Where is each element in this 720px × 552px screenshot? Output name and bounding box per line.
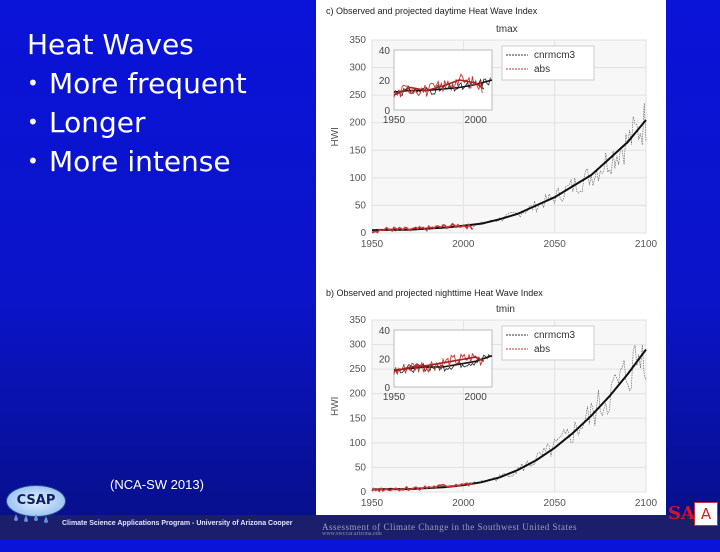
bullet-item: • Longer (27, 103, 247, 142)
inset-y-tick-label: 20 (379, 355, 391, 366)
nasa-logo: SA (668, 503, 695, 524)
daytime-hwi-panel: c) Observed and projected daytime Heat W… (316, 0, 666, 270)
slide-title: Heat Waves (27, 28, 194, 61)
sponsor-logo: A (694, 502, 718, 526)
panel-title: c) Observed and projected daytime Heat W… (326, 6, 538, 16)
series-annual-line (371, 344, 647, 491)
y-tick-label: 150 (349, 145, 366, 156)
inset-x-tick-label: 1950 (383, 392, 406, 403)
y-tick-label: 0 (360, 228, 366, 239)
nighttime-hwi-chart: b) Observed and projected nighttime Heat… (326, 288, 658, 509)
legend-label: cnrmcm3 (534, 330, 576, 341)
raindrop-icon (14, 514, 48, 523)
bullet-list: • More frequent • Longer • More intense (27, 64, 247, 181)
inset-trend-line-cnrmcm3 (393, 354, 493, 371)
y-tick-label: 300 (349, 340, 366, 351)
inset-series-line-abs (393, 73, 483, 98)
nighttime-hwi-panel: b) Observed and projected nighttime Heat… (316, 282, 666, 552)
footer-url[interactable]: www.swccar.arizona.edu (322, 531, 382, 537)
heat-wave-figure: c) Observed and projected daytime Heat W… (316, 0, 666, 540)
series-line-abs (371, 482, 473, 493)
footer-band (0, 515, 720, 540)
inset-plot-area (393, 49, 493, 111)
bullet-text: More intense (49, 145, 231, 178)
y-tick-label: 50 (355, 200, 367, 211)
legend-box (501, 45, 595, 81)
legend-label: abs (534, 64, 550, 75)
footer-assessment-text: Assessment of Climate Change in the Sout… (322, 522, 577, 532)
inset-y-tick-label: 0 (384, 383, 390, 394)
y-tick-label: 200 (349, 389, 366, 400)
y-axis-label: HWI (330, 397, 341, 416)
inset-y-tick-label: 40 (379, 326, 391, 337)
logo-text: CSAP (16, 493, 56, 508)
inset-y-tick-label: 40 (379, 46, 391, 57)
inset-x-tick-label: 2000 (465, 115, 488, 126)
variable-label: tmin (496, 304, 515, 315)
inset-x-tick-label: 1950 (383, 115, 406, 126)
inset-trend-line-abs (393, 356, 485, 373)
bullet-dot-icon: • (27, 110, 39, 134)
variable-label: tmax (496, 24, 518, 35)
y-tick-label: 350 (349, 315, 366, 326)
y-tick-label: 250 (349, 90, 366, 101)
y-tick-label: 50 (355, 462, 367, 473)
csap-logo: CSAP (6, 485, 66, 517)
citation: (NCA-SW 2013) (110, 477, 204, 492)
daytime-hwi-chart: c) Observed and projected daytime Heat W… (326, 6, 658, 250)
x-tick-label: 2000 (452, 239, 475, 250)
bullet-item: • More intense (27, 142, 247, 181)
slide-text-block: Heat Waves • More frequent • Longer • More … (27, 26, 247, 181)
bullet-text: More frequent (49, 67, 247, 100)
inset-y-tick-label: 20 (379, 76, 391, 87)
x-tick-label: 1950 (361, 498, 384, 509)
x-tick-label: 2100 (635, 498, 658, 509)
y-tick-label: 250 (349, 364, 366, 375)
x-tick-label: 2050 (544, 239, 567, 250)
y-tick-label: 100 (349, 173, 366, 184)
y-tick-label: 300 (349, 63, 366, 74)
bullet-text: Longer (49, 106, 146, 139)
y-tick-label: 0 (360, 487, 366, 498)
y-tick-label: 100 (349, 438, 366, 449)
y-axis-label: HWI (330, 127, 341, 146)
x-tick-label: 2000 (452, 498, 475, 509)
series-line-abs (371, 222, 474, 234)
inset-y-tick-label: 0 (384, 106, 390, 117)
y-tick-label: 350 (349, 35, 366, 46)
x-tick-label: 2050 (544, 498, 567, 509)
legend-box (501, 325, 595, 361)
y-tick-label: 150 (349, 413, 366, 424)
legend-label: cnrmcm3 (534, 50, 576, 61)
footer-program-text: Climate Science Applications Program - U… (62, 520, 293, 527)
legend-label: abs (534, 344, 550, 355)
bullet-dot-icon: • (27, 149, 39, 173)
y-tick-label: 200 (349, 118, 366, 129)
x-tick-label: 2100 (635, 239, 658, 250)
x-tick-label: 1950 (361, 239, 384, 250)
inset-x-tick-label: 2000 (465, 392, 488, 403)
bullet-item: • More frequent (27, 64, 247, 103)
panel-title: b) Observed and projected nighttime Heat… (326, 288, 543, 298)
inset-trend-line-abs (393, 79, 485, 96)
bullet-dot-icon: • (27, 71, 39, 95)
